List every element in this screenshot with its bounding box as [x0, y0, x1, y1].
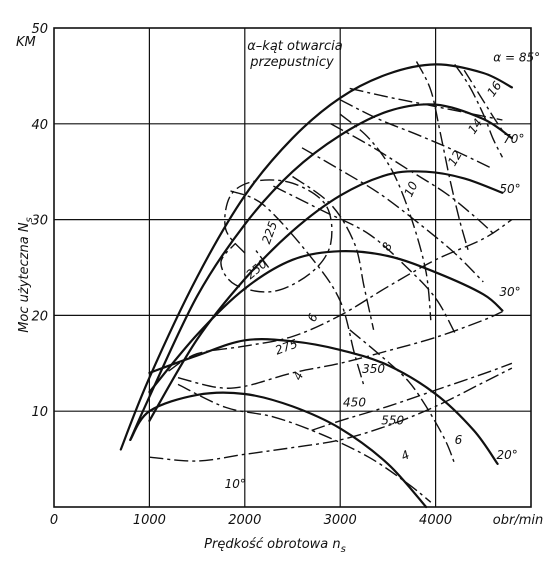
- consumption-line: [292, 175, 375, 330]
- x-tick-label: 2000: [228, 513, 261, 528]
- y-tick-label: 20: [31, 309, 48, 324]
- consumption-label: 10: [401, 179, 420, 199]
- consumption-label: 350: [362, 362, 385, 376]
- power-curve: [129, 391, 428, 509]
- consumption-line: [454, 64, 504, 158]
- power-curves: [119, 63, 513, 509]
- consumption-line: [149, 367, 513, 462]
- annotation-line-2: przepustnicy: [249, 55, 334, 70]
- consumption-line: [463, 69, 503, 131]
- consumption-label: 4: [399, 448, 412, 464]
- x-tick-label: 3000: [324, 513, 357, 528]
- grid: 0 1000 2000 3000 4000 10 20 30 40 50: [31, 22, 531, 528]
- x-tick-label: 0: [50, 513, 58, 528]
- consumption-line: [311, 362, 513, 432]
- consumption-line: [330, 123, 494, 234]
- series-label: 30°: [499, 285, 520, 299]
- power-curve: [129, 103, 513, 441]
- consumption-line: [415, 61, 470, 254]
- consumption-label: 8: [379, 240, 395, 253]
- consumption-line: [273, 185, 456, 333]
- series-label: α = 85°: [493, 51, 540, 65]
- consumption-label: 450: [343, 395, 366, 409]
- plot-frame: [53, 27, 532, 508]
- series-label: 70°: [503, 132, 524, 146]
- consumption-label: 6: [455, 433, 463, 447]
- y-tick-label: 50: [31, 22, 48, 37]
- consumption-line: [177, 310, 503, 389]
- power-curve: [119, 63, 513, 451]
- y-axis-title: Moc użyteczna Ns: [17, 217, 35, 333]
- consumption-line: [168, 219, 513, 372]
- consumption-label: 225: [259, 219, 280, 245]
- consumption-line: [253, 247, 270, 268]
- annotation-line-1: α–kąt otwarcia: [247, 39, 343, 54]
- consumption-line: [177, 383, 432, 503]
- series-label: 20°: [497, 448, 518, 462]
- consumption-line: [349, 329, 456, 465]
- x-unit-label: obr/min: [493, 513, 543, 528]
- consumption-label: 12: [445, 148, 465, 168]
- y-tick-label: 40: [31, 118, 48, 133]
- power-curve: [148, 338, 499, 465]
- power-curve: [148, 249, 504, 394]
- consumption-line: [339, 99, 494, 170]
- consumption-label: 4: [290, 370, 306, 383]
- consumption-line: [301, 147, 484, 283]
- x-tick-label: 4000: [419, 513, 452, 528]
- series-label: 50°: [499, 182, 520, 196]
- consumption-line: [339, 113, 432, 321]
- series-label: 10°: [225, 477, 246, 491]
- consumption-label: 550: [381, 414, 404, 428]
- power-curve: [148, 170, 504, 422]
- y-tick-label: 30: [31, 214, 48, 229]
- consumption-label: 250: [243, 256, 270, 282]
- x-tick-label: 1000: [133, 513, 166, 528]
- x-axis-title: Prędkość obrotowa ns: [204, 537, 346, 555]
- y-unit-label: KM: [16, 35, 36, 50]
- y-tick-label: 10: [31, 405, 48, 420]
- consumption-line: [220, 179, 333, 293]
- consumption-label: 6: [305, 311, 321, 324]
